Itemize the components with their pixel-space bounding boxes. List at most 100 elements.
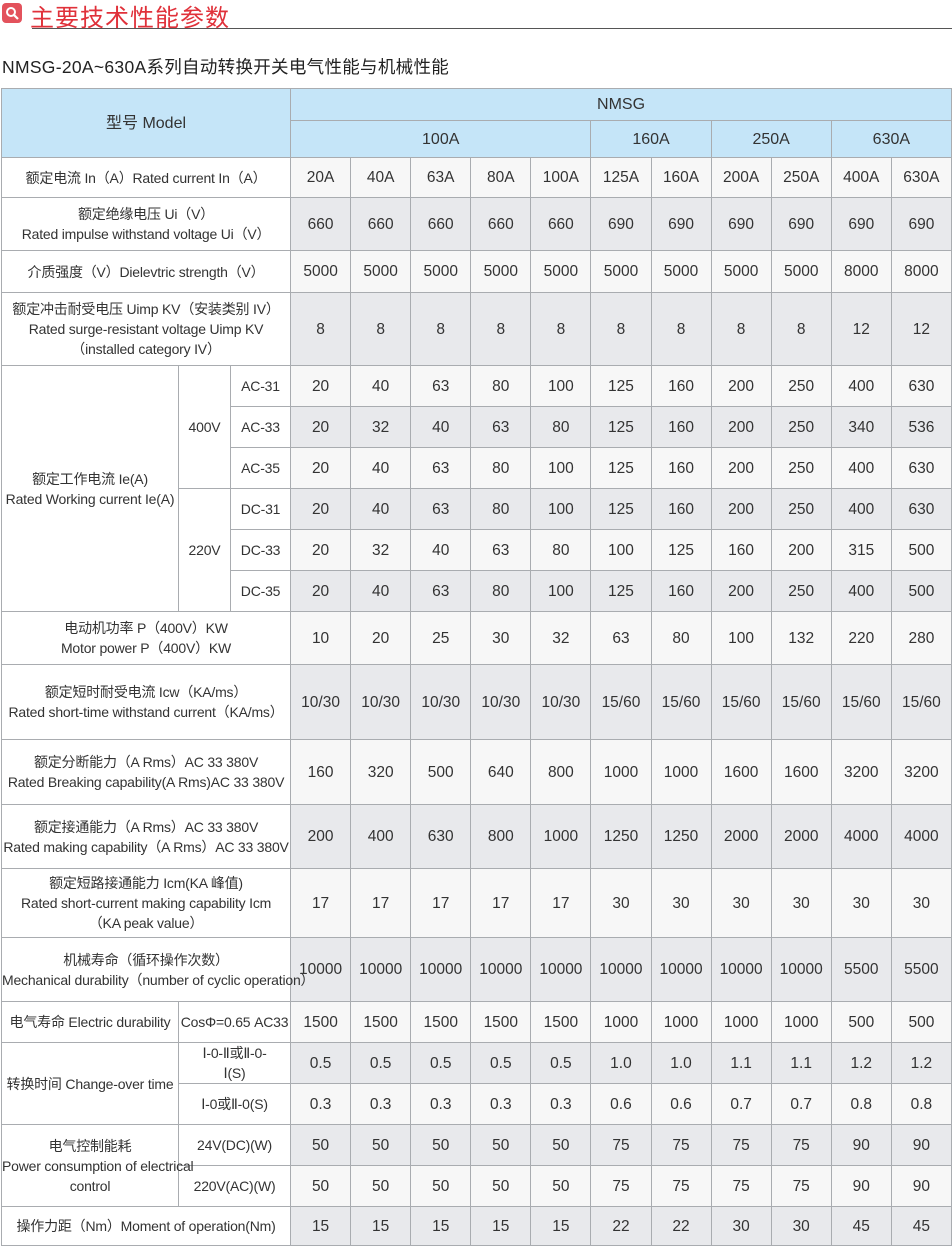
value-cell: 75 (770, 1124, 832, 1166)
value-cell: 200 (770, 529, 832, 571)
value-cell: 5000 (470, 250, 532, 293)
table-row: 额定电流 In（A）Rated current In（A） 20A 40A 63A 80… (0, 157, 952, 198)
cell-text: 8 (556, 320, 566, 338)
cell-text: 15 (372, 1217, 390, 1235)
cell-text: 额定工作电流 Ie(A) (32, 470, 148, 487)
value-cell: 500 (410, 739, 472, 805)
cell-text: 电动机功率 P（400V）KW (64, 620, 228, 636)
value-cell: 1.0 (590, 1042, 652, 1084)
value-cell: 8000 (830, 250, 892, 293)
cell-text: 15/60 (601, 693, 641, 711)
cell-text: 690 (908, 215, 935, 233)
cell-text: 20 (311, 418, 330, 436)
cell-text: 10000 (719, 961, 763, 978)
value-cell: 1000 (770, 1001, 832, 1043)
cell-text: 0.7 (730, 1095, 752, 1113)
cell-text: 额定绝缘电压 Ui（V） (77, 206, 215, 222)
cell-text: 0.7 (790, 1095, 812, 1113)
cell-text: 额定电流 In（A）Rated current In（A） (25, 169, 267, 186)
cell-text: 500 (908, 582, 935, 600)
value-cell: 80 (470, 447, 532, 489)
cell-text: 160 (668, 500, 694, 518)
cell-text: 320 (367, 763, 394, 781)
table-row: 220V(AC)(W) 50 50 50 50 50 75 75 75 75 90 90 (2, 1165, 952, 1207)
value-cell: 30 (710, 868, 772, 938)
cell-text: 660 (547, 215, 574, 233)
table-row: 操作力距（Nm）Moment of operation(Nm) 15 15 15 15 1… (0, 1206, 952, 1246)
cell-text: 1600 (723, 763, 759, 781)
cell-text: 17 (432, 894, 450, 912)
cell-text: 50 (432, 1177, 450, 1195)
voltage-label: 220V (178, 488, 231, 612)
value-cell: 0.8 (830, 1083, 892, 1125)
cell-text: 额定分断能力（A Rms）AC 33 380V (33, 754, 259, 770)
value-cell: 0.5 (530, 1042, 592, 1084)
cell-text: Power consumption of electrical (2, 1157, 194, 1174)
value-cell: 15 (290, 1206, 352, 1246)
value-cell: 15 (470, 1206, 532, 1246)
value-cell: 400 (830, 447, 892, 489)
value-cell: 640 (470, 739, 532, 805)
cell-text: 30 (672, 894, 690, 912)
section-header: 主要技术性能参数 (0, 0, 952, 32)
row-label: 额定接通能力（A Rms）AC 33 380V Rated making capa… (0, 804, 292, 869)
table-row: 额定分断能力（A Rms）AC 33 380V Rated Breaking ca… (0, 739, 952, 805)
cell-text: 1000 (783, 1013, 819, 1031)
value-cell: 630 (890, 447, 952, 489)
cell-text: 30 (912, 894, 931, 912)
value-cell: 30 (770, 1206, 832, 1246)
table-row: 220V DC-31 20 40 63 80 100 125 160 200 250 400 630 (2, 488, 952, 612)
value-cell: 32 (530, 611, 592, 665)
value-cell: 250 (770, 447, 832, 489)
row-label: 电气寿命 Electric durability (1, 1001, 179, 1043)
cell-text: 额定短路接通能力 Icm(KA 峰值) (49, 875, 243, 891)
cell-text: 1.0 (610, 1054, 632, 1072)
cell-text: 10/30 (301, 693, 340, 711)
row-label: 额定电流 In（A）Rated current In（A） (0, 157, 292, 198)
cell-text: 8 (376, 320, 385, 338)
cell-text: 15/60 (721, 693, 761, 711)
cell-text: 10/30 (481, 693, 521, 711)
value-cell: 3200 (890, 739, 952, 805)
table-row: 电气寿命 Electric durability CosΦ=0.65 AC33 15… (1, 1001, 952, 1043)
value-cell: 5000 (290, 250, 352, 293)
value-cell: 100 (530, 570, 592, 612)
cell-text: 50 (492, 1136, 510, 1154)
cell-text: 250 (788, 377, 815, 395)
cell-text: 200 (728, 418, 755, 436)
cell-text: 63 (432, 582, 450, 600)
value-cell: 1500 (410, 1001, 472, 1043)
cell-text: 15/60 (781, 693, 821, 711)
cell-text: 22 (612, 1217, 630, 1235)
row-label: 转换时间 Change-over time (1, 1042, 179, 1125)
category-label: DC-31 (229, 488, 292, 530)
cell-text: 15/60 (841, 693, 881, 711)
cell-text: 63 (432, 500, 450, 518)
value-cell: 10000 (290, 937, 352, 1002)
value-cell: 0.8 (890, 1083, 952, 1125)
cell-text: control (69, 1177, 111, 1194)
cell-text: 100 (547, 377, 574, 395)
cell-text: 机械寿命（循环操作次数） (63, 951, 229, 968)
cell-text: 400 (367, 828, 394, 845)
cell-text: 220V (188, 542, 221, 558)
cell-text: 8 (616, 320, 626, 338)
cell-text: 0.8 (910, 1095, 933, 1113)
value-cell: 50 (410, 1124, 472, 1166)
value-cell: 4000 (830, 804, 892, 869)
cell-text: 400 (848, 500, 875, 518)
value-cell: 40 (350, 488, 412, 530)
cell-text: 125 (608, 582, 634, 600)
cell-text: 63 (492, 418, 510, 436)
cell-text: 10000 (359, 961, 403, 978)
cell-text: 24V(DC)(W) (197, 1137, 273, 1153)
table-row: 额定工作电流 Ie(A) Rated Working current Ie(A) 4… (1, 365, 952, 612)
cell-text: 0.3 (429, 1095, 452, 1113)
cell-text: 15/60 (902, 693, 941, 711)
value-cell: 20 (290, 406, 352, 448)
value-cell: 200A (710, 157, 772, 198)
cell-text: 30 (612, 894, 630, 912)
value-cell: 160 (650, 488, 712, 530)
value-cell: 160 (650, 570, 712, 612)
cell-text: 200 (307, 828, 334, 845)
